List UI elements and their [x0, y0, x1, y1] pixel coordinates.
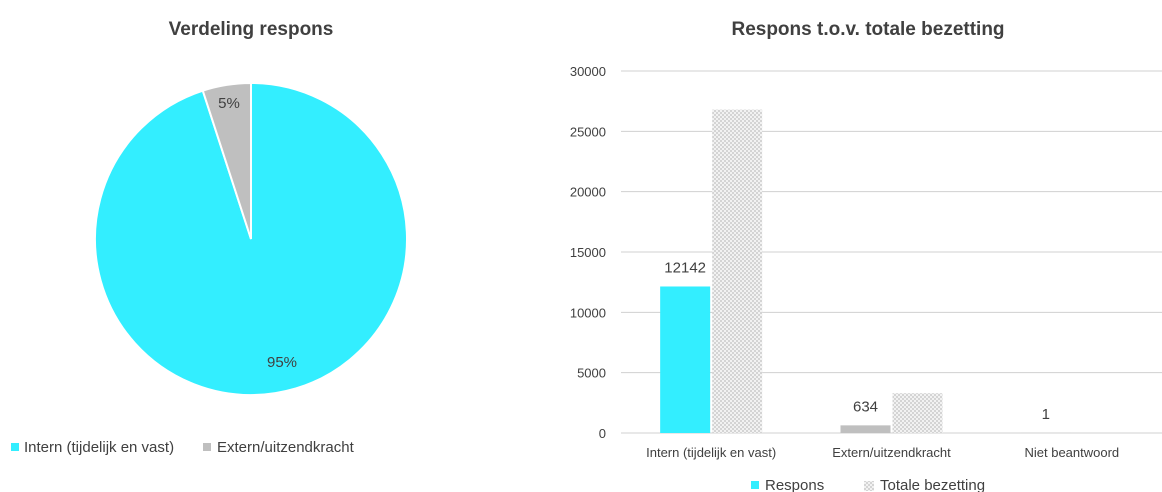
y-tick-10000: 10000 [570, 305, 606, 320]
bar-totale-bezetting-intern [712, 109, 763, 433]
data-label-respons-intern: 12142 [664, 259, 706, 276]
bar-legend: Respons Totale bezetting [751, 477, 985, 492]
bar-grid [621, 70, 1162, 434]
bar-respons-extern [840, 425, 891, 433]
data-label-respons-extern: 634 [853, 398, 878, 415]
pie-label-extern: 5% [218, 95, 240, 112]
bar-totale-bezetting-extern [892, 393, 943, 433]
bar-respons-intern [660, 286, 711, 433]
legend-swatch-extern [203, 443, 211, 451]
legend-swatch-totale-bezetting [864, 481, 874, 491]
pie-legend: Intern (tijdelijk en vast) Extern/uitzen… [11, 439, 355, 456]
legend-label-intern: Intern (tijdelijk en vast) [24, 439, 174, 456]
bar-x-axis-ticks: Intern (tijdelijk en vast) Extern/uitzen… [646, 445, 1119, 460]
bar-bars [660, 109, 1071, 433]
bar-chart: Respons t.o.v. totale bezetting 0 5000 1… [570, 19, 1162, 492]
pie-data-labels: 95% 5% [218, 95, 297, 371]
pie-slice-extern [201, 81, 252, 240]
y-tick-30000: 30000 [570, 64, 606, 79]
legend-label-totale-bezetting: Totale bezetting [880, 477, 985, 492]
y-tick-5000: 5000 [577, 366, 606, 381]
x-tick-niet: Niet beantwoord [1024, 445, 1119, 460]
pie-slices [94, 81, 408, 396]
legend-swatch-intern [11, 443, 19, 451]
y-tick-0: 0 [599, 426, 606, 441]
pie-label-intern: 95% [267, 354, 297, 371]
pie-chart: Verdeling respons 95% 5% Intern (tijdeli… [11, 19, 408, 456]
legend-label-extern: Extern/uitzendkracht [217, 439, 355, 456]
y-tick-25000: 25000 [570, 124, 606, 139]
legend-swatch-respons [751, 481, 759, 489]
bar-chart-title: Respons t.o.v. totale bezetting [731, 19, 1004, 40]
y-tick-20000: 20000 [570, 185, 606, 200]
bar-y-axis-ticks: 0 5000 10000 15000 20000 25000 30000 [570, 64, 606, 441]
bar-data-labels: 12142 634 1 [664, 259, 1050, 423]
data-label-respons-niet: 1 [1042, 406, 1050, 423]
y-tick-15000: 15000 [570, 245, 606, 260]
x-tick-extern: Extern/uitzendkracht [832, 445, 951, 460]
legend-label-respons: Respons [765, 477, 824, 492]
pie-chart-title: Verdeling respons [169, 19, 334, 40]
x-tick-intern: Intern (tijdelijk en vast) [646, 445, 776, 460]
